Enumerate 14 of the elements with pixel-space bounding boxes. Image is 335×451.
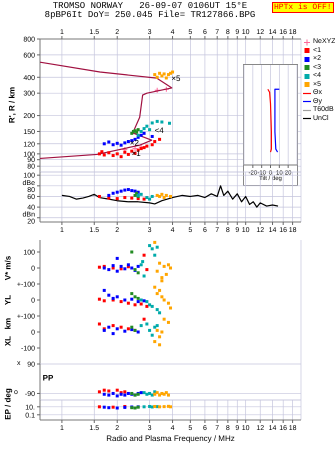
chart-title: TROMSO NORWAY 26-09-07 0106UT 15°E (52, 1, 248, 11)
y-axis-title: R', R / km (8, 86, 16, 124)
y-axis-title: PP (42, 374, 54, 382)
annotation: ×5 (171, 74, 181, 83)
annotation: <4 (154, 126, 164, 136)
chart-subtitle: 8pBP6It DoY= 250.045 File= TR127866.BPG (44, 10, 256, 20)
text: HPTx is OFF! (272, 2, 334, 13)
y-axis-title: EP / deg (4, 388, 12, 420)
y-axis-title: V* m/s (4, 256, 12, 280)
y-axis-title: YL (4, 294, 12, 306)
annotation: ×1 (132, 149, 142, 158)
y-axis-title: XL km (4, 318, 12, 346)
annotation: ×2 (130, 138, 140, 148)
x-axis-title: Radio and Plasma Frequency / MHz (106, 434, 235, 443)
